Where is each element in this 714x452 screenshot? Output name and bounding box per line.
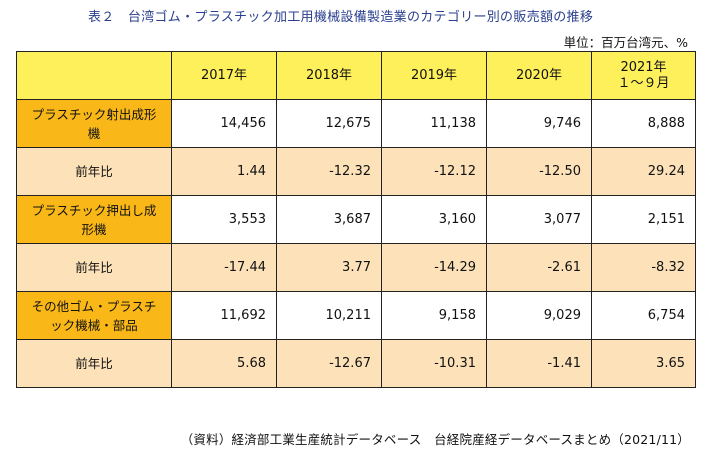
table-cell: -10.31 xyxy=(381,339,487,388)
header-2021: 2021年 １〜９月 xyxy=(591,51,696,100)
header-2017: 2017年 xyxy=(171,51,277,100)
table-row: 前年比 5.68 -12.67 -10.31 -1.41 3.65 xyxy=(16,339,696,388)
table-title: 表２ 台湾ゴム・プラスチック加工用機械設備製造業のカテゴリー別の販売額の推移 xyxy=(88,10,594,25)
table-cell: 9,746 xyxy=(486,99,592,148)
table-cell: -12.50 xyxy=(486,147,592,196)
table-cell: 11,138 xyxy=(381,99,487,148)
row-label-line: プラスチック射出成形 xyxy=(31,106,157,122)
table-row: その他ゴム・プラスチ ック機械・部品 11,692 10,211 9,158 9,… xyxy=(16,291,696,340)
header-2021-period: １〜９月 xyxy=(617,75,670,91)
table-cell: 3,687 xyxy=(276,195,382,244)
table-cell: 11,692 xyxy=(171,291,277,340)
table-cell: -8.32 xyxy=(591,243,696,292)
table-row: プラスチック押出し成 形機 3,553 3,687 3,160 3,077 2,1… xyxy=(16,195,696,244)
row-label: 前年比 xyxy=(16,147,172,196)
header-2018: 2018年 xyxy=(276,51,382,100)
row-label: プラスチック射出成形機 xyxy=(16,99,172,148)
table-cell: 3.77 xyxy=(276,243,382,292)
source-note: （資料）経済部工業生産統計データベース 台経院産経データベースまとめ（2021/… xyxy=(180,432,690,447)
row-label-line: その他ゴム・プラスチ xyxy=(31,298,157,314)
unit-label: 単位：百万台湾元、% xyxy=(563,35,688,50)
table-cell: 2,151 xyxy=(591,195,696,244)
header-row: 2017年 2018年 2019年 2020年 2021年 １〜９月 xyxy=(16,51,696,100)
row-label-line: プラスチック押出し成 xyxy=(31,202,157,218)
table-cell: -17.44 xyxy=(171,243,277,292)
table-cell: 14,456 xyxy=(171,99,277,148)
table-cell: 3,160 xyxy=(381,195,487,244)
table-cell: 3,553 xyxy=(171,195,277,244)
row-label: 前年比 xyxy=(16,243,172,292)
table-cell: -12.67 xyxy=(276,339,382,388)
table-row: 前年比 1.44 -12.32 -12.12 -12.50 29.24 xyxy=(16,147,696,196)
table-cell: 6,754 xyxy=(591,291,696,340)
table-cell: 3.65 xyxy=(591,339,696,388)
header-2020: 2020年 xyxy=(486,51,592,100)
sales-table: 2017年 2018年 2019年 2020年 2021年 １〜９月 プラスチック… xyxy=(16,51,696,388)
row-label: 前年比 xyxy=(16,339,172,388)
row-label: プラスチック押出し成 形機 xyxy=(16,195,172,244)
header-2019: 2019年 xyxy=(381,51,487,100)
table-cell: 5.68 xyxy=(171,339,277,388)
table-cell: 9,158 xyxy=(381,291,487,340)
table-cell: 12,675 xyxy=(276,99,382,148)
table-row: プラスチック射出成形機 14,456 12,675 11,138 9,746 8… xyxy=(16,99,696,148)
row-label: その他ゴム・プラスチ ック機械・部品 xyxy=(16,291,172,340)
row-label-line: 形機 xyxy=(81,221,107,237)
table-cell: 1.44 xyxy=(171,147,277,196)
table-cell: 29.24 xyxy=(591,147,696,196)
row-label-line: ック機械・部品 xyxy=(50,317,138,333)
table-cell: 9,029 xyxy=(486,291,592,340)
table-cell: 3,077 xyxy=(486,195,592,244)
row-label-line: 機 xyxy=(87,125,101,141)
table-cell: 8,888 xyxy=(591,99,696,148)
table-cell: -14.29 xyxy=(381,243,487,292)
table-row: 前年比 -17.44 3.77 -14.29 -2.61 -8.32 xyxy=(16,243,696,292)
header-corner-cell xyxy=(16,51,172,100)
table-cell: 10,211 xyxy=(276,291,382,340)
table-cell: -12.32 xyxy=(276,147,382,196)
table-cell: -12.12 xyxy=(381,147,487,196)
header-2021-year: 2021年 xyxy=(620,59,667,75)
table-cell: -2.61 xyxy=(486,243,592,292)
table-cell: -1.41 xyxy=(486,339,592,388)
